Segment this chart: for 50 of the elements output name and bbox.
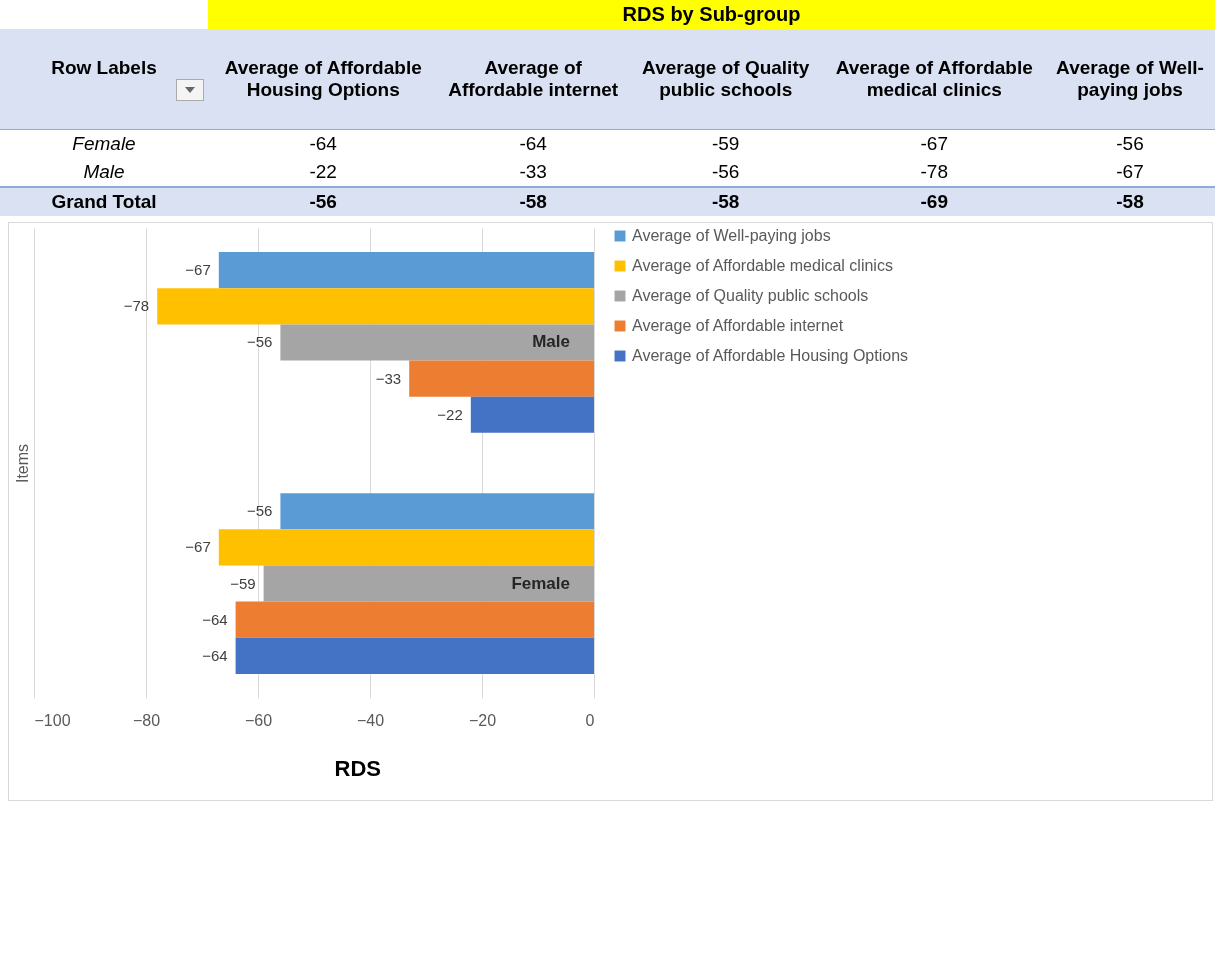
data-label: -58 <box>628 186 824 216</box>
x-tick-label: Average of Quality public schools <box>628 29 824 129</box>
chart-title: RDS by Sub-group <box>208 0 1215 29</box>
data-label: -58 <box>1045 186 1215 216</box>
x-axis-title: RDS <box>334 755 381 780</box>
data-label: −33 <box>375 369 402 387</box>
x-tick-label: −100 <box>34 711 71 728</box>
y-tick-label: Male <box>82 159 126 184</box>
legend-label: Average of Well-paying jobs <box>632 226 831 244</box>
data-label: −64 <box>202 610 228 628</box>
legend-label: Average of Quality public schools <box>632 286 869 304</box>
x-tick-label: Average of Affordable Housing Options <box>208 29 439 129</box>
data-label: -67 <box>1115 159 1145 184</box>
legend-label: Average of Affordable medical clinics <box>632 256 893 274</box>
x-tick-label: −60 <box>244 711 273 728</box>
data-label: −78 <box>123 296 150 314</box>
data-label: -67 <box>919 131 949 156</box>
y-tick-label: Female <box>71 131 137 156</box>
x-tick-label: −80 <box>132 711 161 728</box>
y-axis-title: Row Labels <box>0 29 208 129</box>
data-label: −67 <box>185 260 211 278</box>
data-label: -59 <box>710 131 741 156</box>
data-label: -33 <box>518 159 548 184</box>
data-label: −22 <box>437 405 463 423</box>
data-label: -56 <box>1115 131 1145 156</box>
y-tick-label: Female <box>511 573 570 593</box>
data-label: −56 <box>246 332 273 350</box>
y-tick-label: Male <box>532 331 570 351</box>
y-axis-title: Items <box>13 443 31 483</box>
data-label: -64 <box>308 131 338 156</box>
x-tick-label: Average of Well-paying jobs <box>1045 29 1215 129</box>
x-tick-label: Average of Affordable internet <box>438 29 628 129</box>
data-label: −67 <box>185 537 211 555</box>
data-label: -22 <box>308 159 338 184</box>
y-tick-label: Grand Total <box>0 186 208 216</box>
data-label: −64 <box>202 646 228 664</box>
x-tick-label: −40 <box>356 711 385 728</box>
data-label: -64 <box>518 131 548 156</box>
legend-label: Average of Affordable Housing Options <box>632 346 909 364</box>
data-label: -58 <box>438 186 628 216</box>
x-tick-label: 0 <box>585 711 595 728</box>
data-label: −59 <box>230 574 256 592</box>
data-label: -56 <box>208 186 439 216</box>
x-tick-label: −20 <box>468 711 497 728</box>
data-label: -69 <box>823 186 1046 216</box>
legend-label: Average of Affordable internet <box>632 316 844 334</box>
data-label: -56 <box>710 159 741 184</box>
data-label: −56 <box>246 501 273 519</box>
x-tick-label: Average of Affordable medical clinics <box>823 29 1046 129</box>
data-label: -78 <box>919 159 949 184</box>
